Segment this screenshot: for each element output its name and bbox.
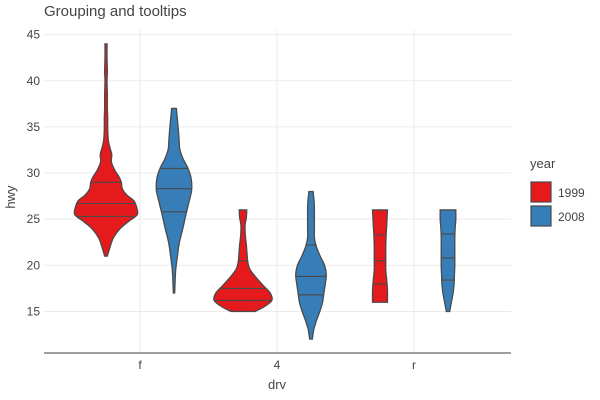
x-tick-label: r [412,358,416,372]
legend-label[interactable]: 1999 [558,186,585,200]
legend-title: year [530,156,556,171]
y-tick-label: 20 [27,258,41,272]
violin-1999-f[interactable] [73,43,139,257]
violin-2008-f[interactable] [155,107,193,294]
chart-title: Grouping and tooltips [44,3,187,20]
y-tick-label: 25 [27,212,41,226]
y-tick-label: 30 [27,166,41,180]
violin-2008-r[interactable] [439,209,457,313]
x-axis-title: drv [268,377,287,392]
y-tick-label: 40 [27,74,41,88]
legend-swatch-1999[interactable] [530,181,552,203]
legend[interactable]: year 1999 2008 [530,156,585,227]
x-tick-label: 4 [274,358,281,372]
y-tick-label: 15 [27,304,41,318]
axes: 15 20 25 30 35 40 45 f 4 r [27,28,511,372]
legend-label[interactable]: 2008 [558,210,585,224]
violin-1999-r[interactable] [371,209,389,303]
violin-2008-4[interactable] [295,190,327,340]
x-tick-label: f [138,358,142,372]
y-axis-title: hwy [3,185,18,209]
plot-area [73,43,457,340]
y-tick-label: 45 [27,28,41,42]
legend-swatch-2008[interactable] [530,205,552,227]
y-tick-label: 35 [27,120,41,134]
